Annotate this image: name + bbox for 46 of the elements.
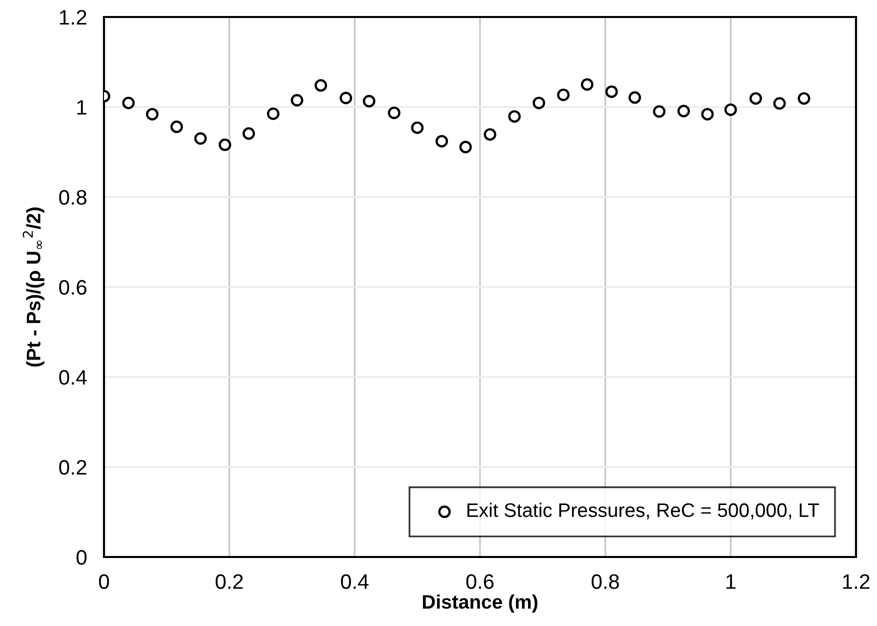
- x-tick-label: 0.2: [216, 574, 243, 589]
- point: [340, 92, 352, 104]
- y-tick-label: 0.6: [59, 280, 86, 295]
- point: [701, 108, 714, 120]
- x-tick-label: 1.2: [843, 574, 870, 589]
- point: [146, 108, 159, 120]
- point: [362, 94, 376, 108]
- point: [290, 94, 304, 107]
- y-axis-title: (Pt - Ps)/(ρ U$_{∞}$$^{2}$/2): [22, 208, 44, 367]
- x-tick-label: 0.6: [466, 574, 494, 589]
- point: [170, 120, 183, 134]
- y-tick-label: 0.4: [59, 370, 87, 385]
- point: [122, 96, 135, 110]
- point: [557, 88, 570, 102]
- y-tick-label: 0.8: [59, 190, 86, 205]
- point: [580, 78, 594, 91]
- point: [266, 107, 280, 120]
- point: [605, 85, 618, 98]
- x-tick-label: 0.4: [341, 574, 369, 589]
- point: [508, 110, 521, 123]
- point: [773, 97, 786, 110]
- point: [459, 140, 472, 154]
- point: [218, 138, 232, 152]
- x-tick-label: 0.8: [592, 574, 619, 589]
- legend-label: Exit Static Pressures, ReC = 500,000, LT: [467, 502, 820, 520]
- point: [749, 92, 762, 105]
- x-tick-label: 1: [726, 574, 736, 589]
- point: [652, 105, 666, 118]
- point: [436, 134, 448, 148]
- point: [388, 106, 400, 120]
- point: [724, 103, 737, 116]
- x-tick-label: 0: [99, 574, 109, 589]
- point: [194, 132, 207, 145]
- point: [484, 128, 496, 141]
- point: [798, 92, 810, 105]
- y-tick-label: 0: [76, 550, 87, 565]
- point: [242, 127, 256, 140]
- x-axis-title: Distance (m): [422, 594, 538, 613]
- point: [411, 121, 424, 134]
- point: [628, 91, 642, 104]
- y-tick-label: 0.2: [59, 460, 86, 475]
- y-tick-label: 1: [77, 100, 86, 115]
- point: [677, 104, 690, 118]
- y-tick-label: 1.2: [60, 10, 86, 25]
- point: [532, 96, 546, 110]
- point: [314, 79, 328, 92]
